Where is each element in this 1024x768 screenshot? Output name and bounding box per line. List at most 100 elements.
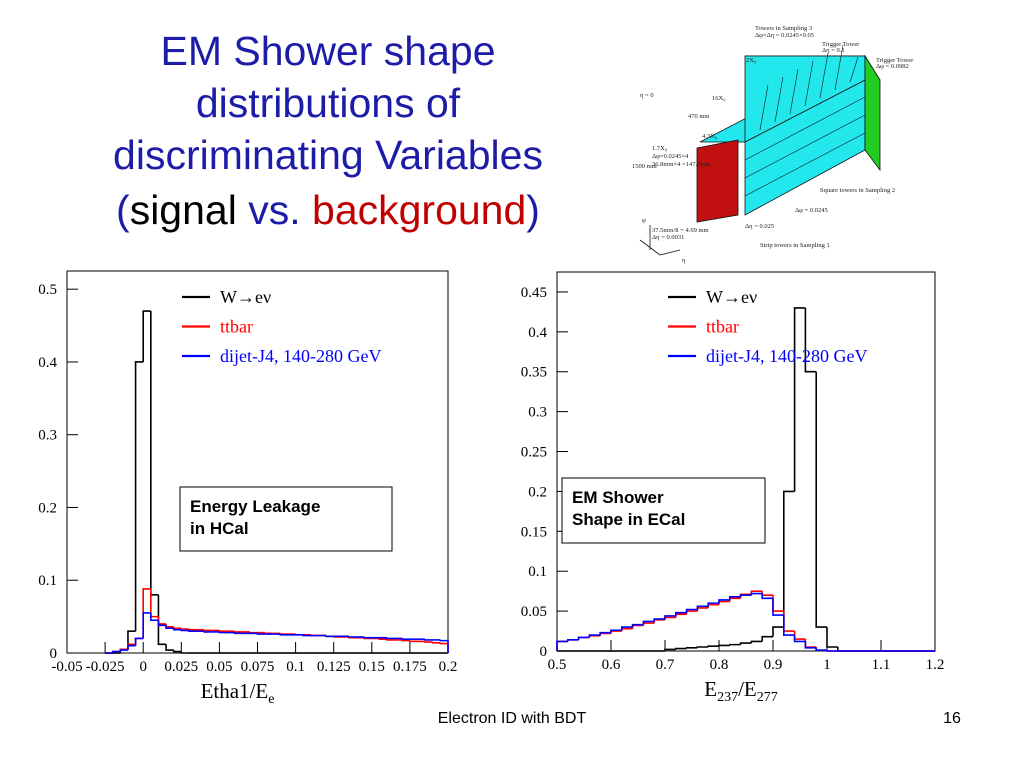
histogram-bin	[302, 634, 311, 637]
slide-title-line: distributions of	[196, 80, 461, 126]
legend-label: ttbar	[220, 317, 253, 337]
histogram-bin	[631, 623, 644, 628]
legend-label: W→eν	[220, 287, 271, 307]
annotation-text: in HCal	[190, 519, 249, 538]
diagram-shape	[696, 139, 739, 223]
footer-text: Electron ID with BDT	[438, 710, 587, 727]
calorimeter-diagram: Towers in Sampling 3Δφ×Δη = 0.0245×0.05 T…	[632, 25, 914, 264]
x-tick-label: 1.1	[872, 657, 891, 673]
histogram-bin	[203, 631, 212, 633]
histogram-bin	[664, 648, 676, 651]
y-tick-label: 0.15	[521, 524, 547, 540]
diagram-label: Δη = 0.0031	[652, 234, 684, 241]
histogram-bin	[750, 592, 763, 596]
histogram-bin	[279, 634, 288, 636]
page-number: 16	[943, 710, 961, 727]
histogram-bin	[729, 595, 741, 600]
title-part: )	[526, 187, 540, 233]
diagram-label: 1.7X₀	[652, 145, 667, 152]
x-tick-label: 1	[823, 657, 831, 673]
y-tick-label: 0.4	[38, 355, 57, 371]
histogram-bin	[264, 632, 273, 635]
diagram-label: η = 0	[640, 92, 654, 99]
histogram-bin	[165, 625, 174, 630]
histogram-bin	[218, 631, 228, 634]
histogram-bin	[826, 650, 838, 652]
x-tick-label: 0.7	[656, 657, 675, 673]
diagram-label: 470 mm	[688, 113, 710, 120]
x-axis-label-part: 277	[757, 690, 778, 705]
x-tick-label: 0.15	[359, 659, 385, 675]
histogram-bin	[157, 620, 167, 627]
x-tick-label: 0.2	[439, 659, 458, 675]
x-axis-label: Etha1/Ee	[201, 679, 275, 707]
histogram-bin	[233, 632, 243, 635]
y-tick-label: 0	[540, 644, 548, 660]
histogram-bin	[718, 599, 730, 604]
x-tick-label: 0.175	[393, 659, 427, 675]
legend-label: W→eν	[706, 287, 757, 307]
histogram-bin	[119, 649, 128, 652]
annotation-box	[179, 486, 393, 552]
x-axis-label: E237/E277	[704, 677, 778, 705]
histogram-bin	[685, 608, 698, 613]
x-tick-label: 0.025	[164, 659, 198, 675]
x-tick-label: 0.6	[602, 657, 621, 673]
legend-label: dijet-J4, 140-280 GeV	[706, 346, 867, 366]
histogram-bin	[621, 626, 633, 631]
histogram-bin	[256, 633, 266, 635]
annotation-box	[561, 477, 766, 544]
histogram-bin	[556, 640, 568, 651]
histogram-bin	[675, 611, 687, 616]
histogram-bin	[218, 630, 228, 632]
diagram-label: Trigger Tower	[822, 41, 860, 48]
histogram-bin	[664, 615, 676, 620]
histogram-bin	[815, 371, 827, 628]
histogram-bin	[233, 631, 243, 633]
histogram-bin	[401, 639, 410, 642]
x-tick-label: 0.8	[710, 657, 729, 673]
histogram-bin	[180, 629, 189, 632]
histogram-bin	[165, 644, 174, 651]
histogram-bin	[325, 635, 334, 638]
diagram-axes	[639, 225, 681, 256]
y-tick-label: 0.05	[521, 604, 547, 620]
plot-frame	[556, 271, 936, 652]
title-part: background	[312, 187, 526, 233]
histogram-bin	[424, 641, 433, 643]
diagram-label: Δη = 0.1	[822, 47, 845, 54]
histogram-bin	[761, 593, 773, 600]
diagram-label: Towers in Sampling 3	[755, 25, 812, 32]
histogram-bin	[439, 639, 449, 653]
histogram-bin	[567, 639, 579, 642]
histogram-bin	[793, 635, 806, 643]
diagram-label: 1500 mm	[632, 163, 657, 170]
diagram-label: η	[682, 257, 686, 264]
diagram-label: Square towers in Sampling 2	[820, 187, 895, 194]
diagram-label: Δφ = 0.0982	[876, 63, 909, 70]
x-tick-label: 0.5	[548, 657, 567, 673]
x-tick-label: 0.05	[206, 659, 232, 675]
y-tick-label: 0.1	[528, 564, 547, 580]
x-axis-label-part: e	[268, 692, 274, 707]
legend-label: dijet-J4, 140-280 GeV	[220, 346, 381, 366]
histogram-bin	[134, 637, 144, 646]
histogram-bin	[127, 630, 136, 650]
histogram-bin	[826, 627, 838, 648]
histogram-bin	[577, 636, 590, 640]
histogram-bin	[134, 361, 144, 632]
y-tick-label: 0.25	[521, 445, 547, 461]
histogram-bin	[696, 646, 709, 648]
x-tick-label: -0.025	[86, 659, 125, 675]
histogram-bin	[363, 636, 372, 639]
histogram-bin	[111, 650, 121, 653]
x-tick-label: 1.2	[926, 657, 945, 673]
histogram-bin	[142, 310, 151, 362]
x-tick-label: 0.125	[317, 659, 351, 675]
histogram-bin	[815, 647, 827, 652]
histogram-bin	[142, 612, 151, 639]
histogram-bin	[378, 638, 388, 640]
histogram-bin	[431, 642, 441, 644]
histogram-bin	[401, 638, 410, 640]
